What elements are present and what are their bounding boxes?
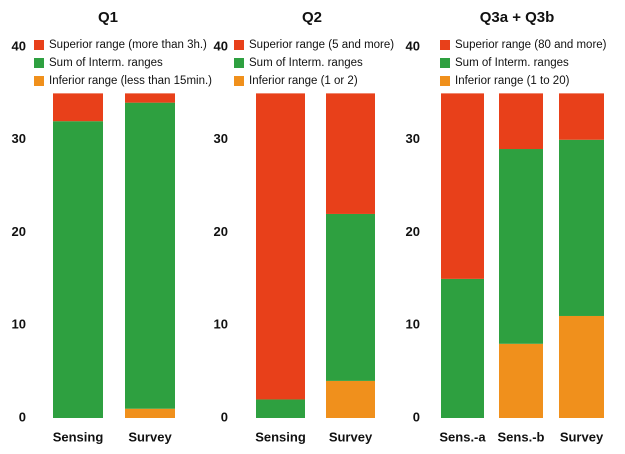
x-tick-label: Survey — [560, 429, 604, 444]
legend-swatch — [34, 58, 44, 68]
y-tick-label: 30 — [214, 131, 228, 146]
legend-swatch — [234, 58, 244, 68]
bar-segment — [326, 380, 375, 418]
legend-label: Sum of Interm. ranges — [49, 57, 163, 69]
legend-swatch — [234, 76, 244, 86]
legend-swatch — [34, 76, 44, 86]
x-tick-label: Survey — [329, 429, 373, 444]
bar-segment — [559, 315, 604, 418]
bar-segment — [499, 93, 543, 150]
x-tick-label: Sensing — [53, 429, 104, 444]
x-tick-label: Survey — [128, 429, 172, 444]
chart-title: Q3a + Q3b — [480, 9, 555, 26]
y-tick-label: 30 — [406, 131, 420, 146]
bar-segment — [256, 93, 305, 400]
x-tick-label: Sens.-a — [439, 429, 486, 444]
bar-segment — [326, 93, 375, 214]
bar-segment — [256, 399, 305, 418]
legend-swatch — [34, 40, 44, 50]
bar-segment — [441, 93, 484, 279]
legend-label: Sum of Interm. ranges — [249, 57, 363, 69]
bar-segment — [499, 149, 543, 344]
chart-title: Q1 — [98, 9, 118, 26]
chart-title: Q2 — [302, 9, 322, 26]
bar-segment — [326, 213, 375, 381]
bar-segment — [559, 93, 604, 140]
y-tick-label: 20 — [12, 224, 26, 239]
legend-label: Inferior range (1 to 20) — [455, 75, 570, 87]
bar-segment — [559, 139, 604, 316]
bar-segment — [499, 343, 543, 418]
bar-segment — [53, 121, 103, 418]
legend-label: Superior range (80 and more) — [455, 39, 607, 51]
x-tick-label: Sensing — [255, 429, 306, 444]
legend-swatch — [234, 40, 244, 50]
y-tick-label: 20 — [214, 224, 228, 239]
legend-label: Inferior range (1 or 2) — [249, 75, 358, 87]
legend-label: Superior range (5 and more) — [249, 39, 394, 51]
legend-label: Sum of Interm. ranges — [455, 57, 569, 69]
y-tick-label: 10 — [406, 317, 420, 332]
y-tick-label: 0 — [19, 409, 26, 424]
legend-swatch — [440, 58, 450, 68]
y-tick-label: 10 — [214, 317, 228, 332]
bar-segment — [125, 408, 175, 418]
legend-swatch — [440, 76, 450, 86]
bar-segment — [441, 278, 484, 418]
y-tick-label: 40 — [214, 38, 228, 53]
y-tick-label: 30 — [12, 131, 26, 146]
y-tick-label: 10 — [12, 317, 26, 332]
x-tick-label: Sens.-b — [498, 429, 545, 444]
legend-label: Inferior range (less than 15min.) — [49, 75, 212, 87]
y-tick-label: 0 — [221, 409, 228, 424]
bar-segment — [53, 93, 103, 122]
bar-segment — [125, 102, 175, 409]
legend-label: Superior range (more than 3h.) — [49, 39, 207, 51]
legend-swatch — [440, 40, 450, 50]
y-tick-label: 40 — [12, 38, 26, 53]
y-tick-label: 0 — [413, 409, 420, 424]
bar-segment — [125, 93, 175, 103]
y-tick-label: 20 — [406, 224, 420, 239]
y-tick-label: 40 — [406, 38, 420, 53]
